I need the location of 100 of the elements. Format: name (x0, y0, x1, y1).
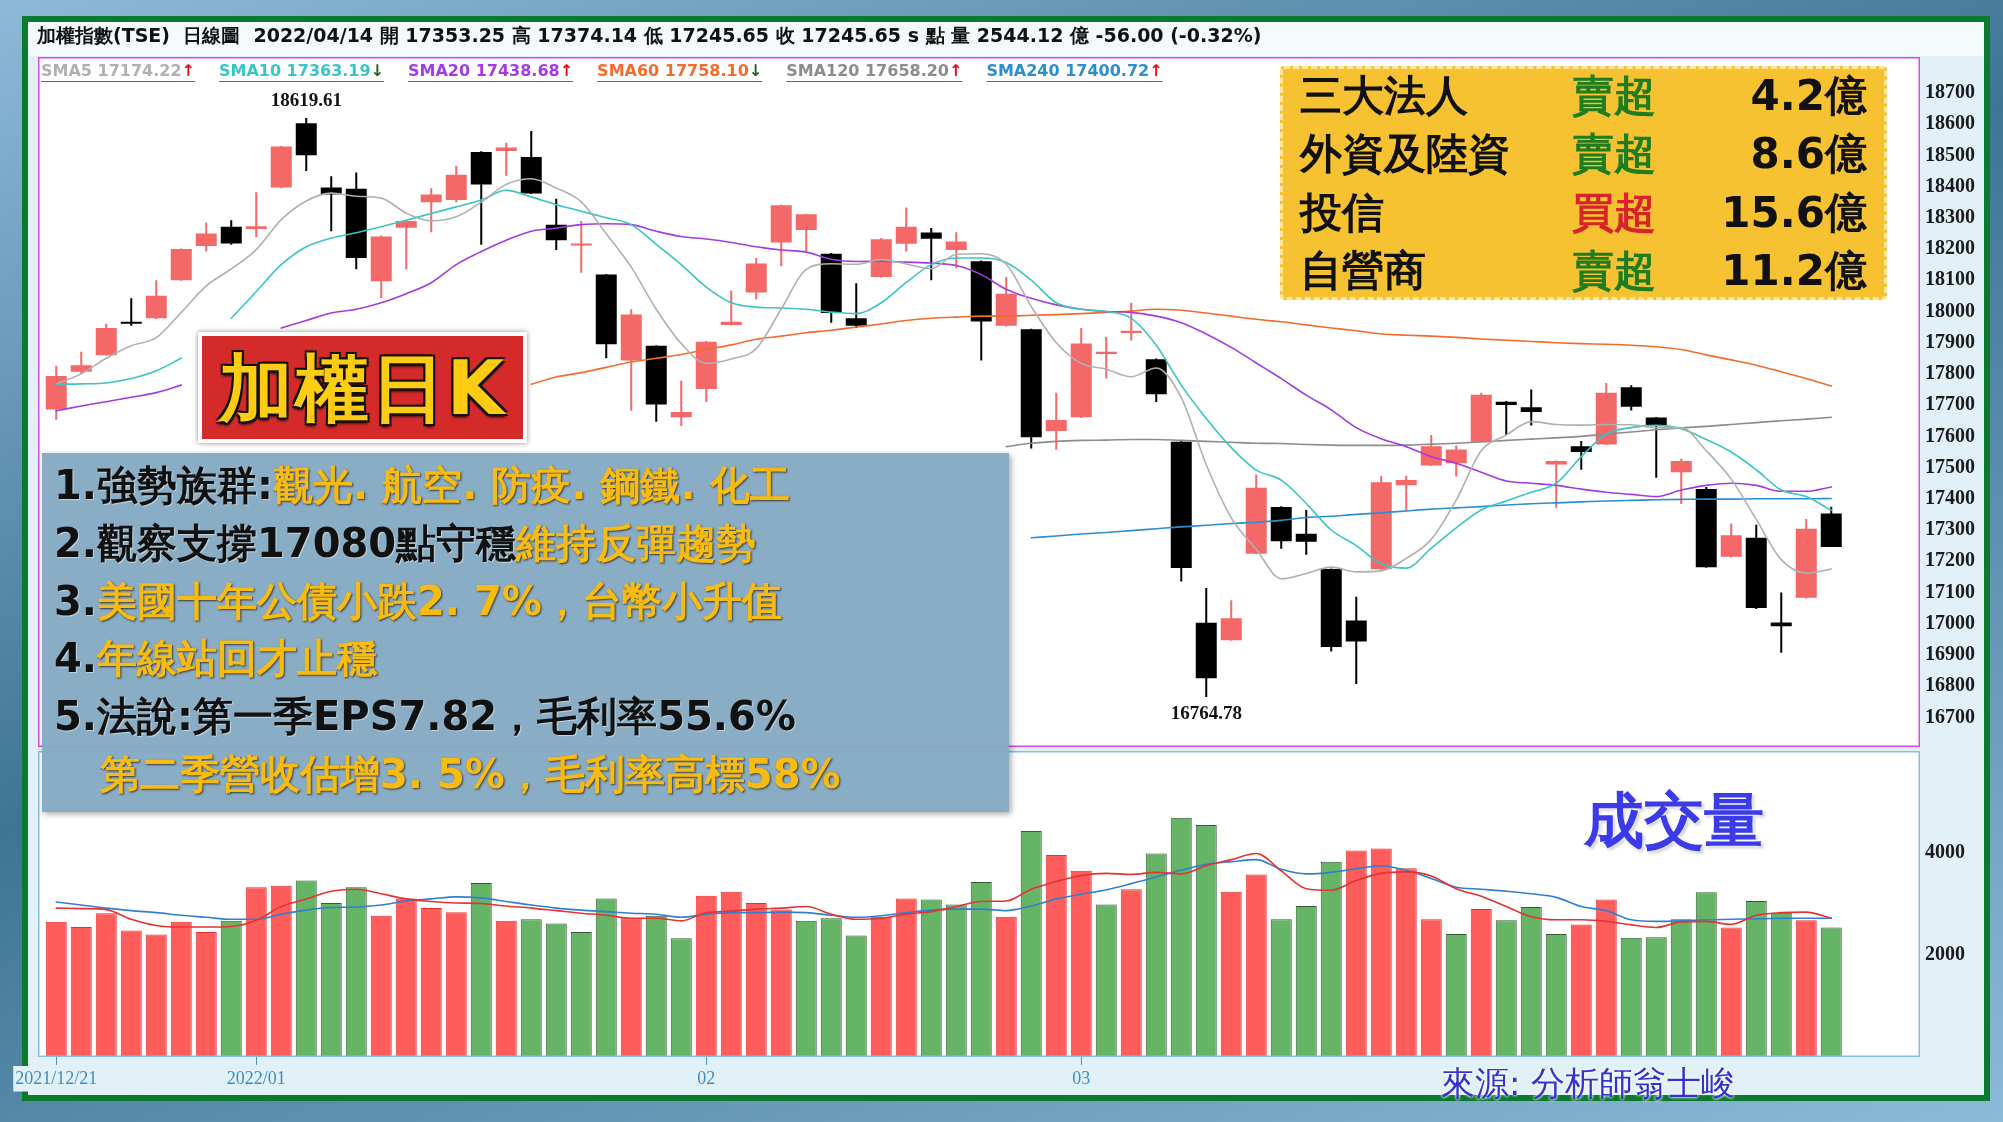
annotation: 三大法人 (1300, 71, 1468, 120)
candlestick (1670, 458, 1692, 505)
x-tick-label: 02 (697, 1067, 716, 1088)
text: 成交量 (1584, 785, 1764, 855)
candlestick (1470, 392, 1492, 443)
text: 加權指數(TSE) 日線圖 2022/04/14 開 17353.25 高 17374.14 低 17245.65 收 17245.65 s 點 量 2544.12 億 -56.00 (-0.32%) (37, 24, 1262, 46)
y-tick-label: 18300 (1925, 204, 1975, 227)
candlestick (295, 118, 317, 171)
line-series (1030, 497, 1833, 539)
y-tick-label: 2000 (1925, 942, 1965, 965)
x-tick-label: 2021/12/21 (15, 1067, 98, 1088)
candlestick (245, 192, 267, 238)
y-tick-label: 17700 (1925, 392, 1975, 415)
candlestick (1520, 389, 1542, 426)
y-tick-label: 18000 (1925, 298, 1975, 321)
annotation: 買超 (1572, 187, 1656, 237)
candlestick (120, 298, 142, 326)
y-tick-label: 18400 (1925, 173, 1975, 196)
annotation: 18619.61 (270, 89, 342, 111)
candlestick (1395, 475, 1417, 511)
line-series (530, 308, 1833, 387)
x-tick-label: 2022/01 (226, 1067, 286, 1088)
y-tick-label: 16900 (1925, 642, 1975, 665)
candlestick (1620, 385, 1642, 411)
text: SMA5 17174.22↑ (41, 61, 195, 80)
candlestick (1820, 506, 1842, 547)
line-series (1005, 416, 1833, 448)
candlestick (845, 283, 867, 329)
y-tick-label: 17800 (1925, 361, 1975, 384)
text: SMA120 17658.20↑ (786, 61, 963, 80)
candlestick (1220, 600, 1242, 641)
candlestick (745, 258, 767, 300)
candlestick (1170, 441, 1192, 582)
annotation: 4.2億 (1750, 71, 1867, 120)
x-tick-label: 03 (1072, 1067, 1091, 1088)
candlestick (270, 145, 292, 189)
candlestick (720, 290, 742, 326)
candlestick (170, 248, 192, 281)
y-tick-label: 18100 (1925, 267, 1975, 290)
y-tick-label: 17900 (1925, 329, 1975, 352)
candlestick (470, 151, 492, 245)
y-tick-label: 17600 (1925, 423, 1975, 446)
candlestick (395, 220, 417, 270)
candlestick (670, 380, 692, 427)
candlestick (445, 165, 467, 203)
candlestick (1020, 328, 1042, 449)
candlestick (145, 280, 167, 319)
annotation: 賣超 (1572, 129, 1656, 179)
candlestick (770, 204, 792, 267)
annotation: 11.2億 (1721, 245, 1867, 295)
candlestick (195, 222, 217, 252)
candlestick (1045, 392, 1067, 450)
y-tick-label: 18500 (1925, 142, 1975, 165)
y-tick-label: 17100 (1925, 579, 1975, 602)
annotation: 5.法說:第一季EPS7.82，毛利率55.6% (54, 693, 796, 740)
candlestick (895, 207, 917, 252)
candlestick (620, 309, 642, 411)
annotation: 1.強勢族群: (54, 462, 274, 508)
text: SMA240 17400.72↑ (986, 61, 1163, 80)
y-tick-label: 16700 (1925, 704, 1975, 727)
annotation: 觀光. 航空. 防疫. 鋼鐵. 化工 (273, 462, 790, 508)
y-tick-label: 4000 (1925, 840, 1965, 863)
annotation: 維持反彈趨勢 (516, 519, 757, 566)
text: SMA10 17363.19↓ (218, 61, 385, 80)
candlestick (1195, 588, 1217, 698)
y-tick-label: 18600 (1925, 111, 1975, 134)
y-tick-label: 17300 (1925, 517, 1975, 540)
candlestick (795, 213, 817, 252)
y-tick-label: 16800 (1925, 673, 1975, 696)
text: 來源: 分析師翁士峻 (1441, 1063, 1736, 1103)
annotation: 3. (54, 577, 98, 624)
annotation: 投信 (1300, 187, 1384, 237)
candlestick (1345, 596, 1367, 684)
candlestick (1745, 524, 1767, 609)
annotation: 2.觀察支撐17080點守穩 (54, 519, 517, 566)
candlestick (420, 188, 442, 233)
candlestick (370, 235, 392, 299)
annotation: 外資及陸資 (1300, 129, 1510, 179)
annotation: 自營商 (1300, 245, 1426, 295)
y-tick-label: 18200 (1925, 236, 1975, 259)
y-tick-label: 18700 (1925, 80, 1975, 103)
candlestick (1720, 523, 1742, 558)
annotation: 賣超 (1572, 245, 1656, 295)
candlestick (1320, 568, 1342, 652)
annotation: 賣超 (1572, 71, 1656, 120)
candlestick (1295, 510, 1317, 555)
annotation: 16764.78 (1170, 701, 1242, 723)
annotation: 美國十年公債小跌2. 7%，台幣小升值 (97, 577, 782, 624)
annotation: 年線站回才止穩 (97, 635, 378, 682)
annotation: 第二季營收估增3. 5%，毛利率高標58% (100, 751, 841, 797)
y-tick-label: 17500 (1925, 454, 1975, 477)
annotation: 15.6億 (1721, 187, 1867, 237)
text: SMA60 17758.10↓ (597, 61, 763, 80)
candlestick (595, 273, 617, 359)
candlestick (570, 220, 592, 273)
annotation: 8.6億 (1750, 129, 1867, 179)
candlestick (920, 228, 942, 281)
text: SMA20 17438.68↑ (408, 61, 574, 80)
y-tick-label: 17200 (1925, 548, 1975, 571)
y-tick-label: 17000 (1925, 610, 1975, 633)
